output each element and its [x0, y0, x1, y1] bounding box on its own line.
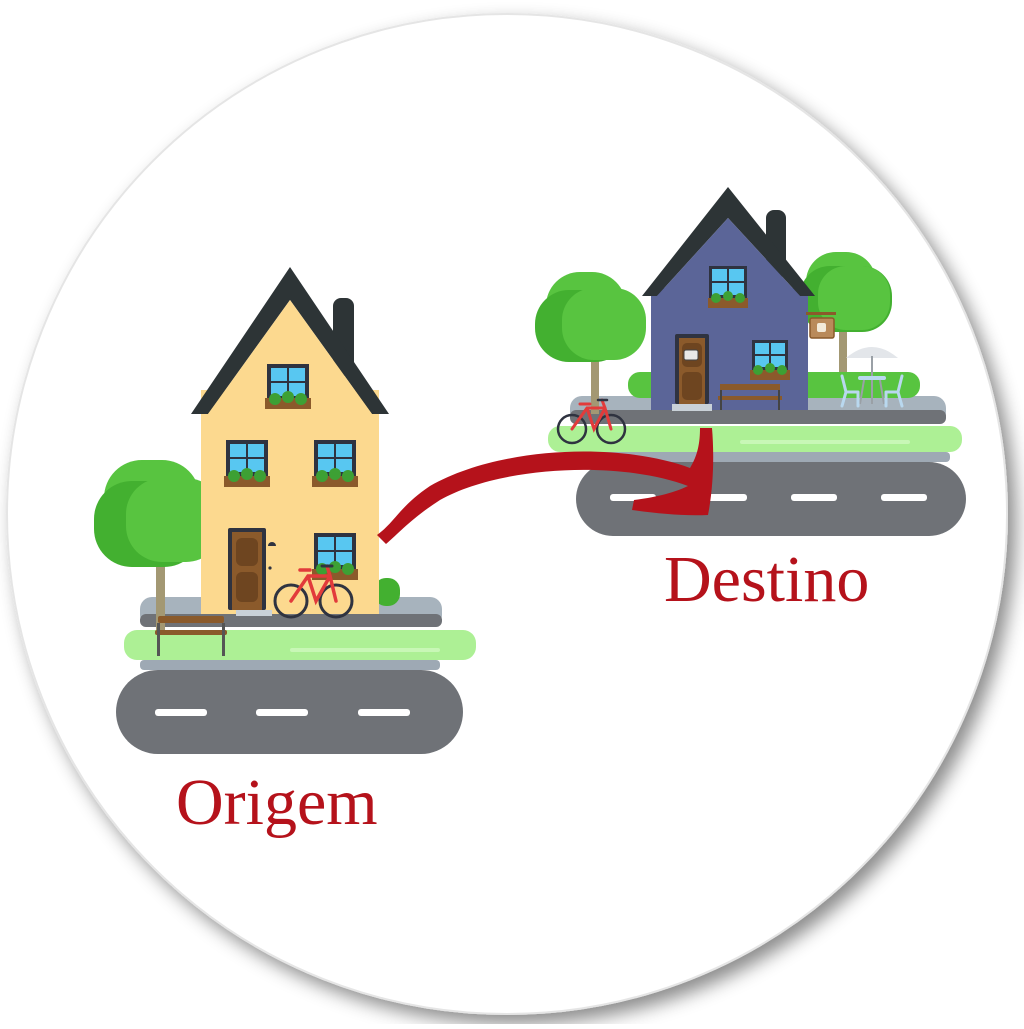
bench-icon: [155, 616, 227, 656]
tree-icon: [535, 272, 646, 414]
grass: [124, 630, 476, 660]
cafe-sign-icon: [806, 312, 836, 339]
bush: [374, 578, 400, 606]
tree-icon: [94, 460, 222, 630]
route-arrow: [377, 428, 714, 544]
grass: [548, 426, 962, 452]
origin-label: Origem: [176, 766, 378, 839]
bicycle-icon: [273, 564, 354, 619]
chair-icon: [840, 374, 904, 408]
origin-scene: [94, 267, 476, 754]
destination-scene: [535, 187, 966, 536]
house-icon: [191, 267, 389, 616]
bench-icon: [718, 384, 782, 410]
umbrella-table-icon: [846, 347, 898, 405]
destination-label: Destino: [664, 543, 870, 616]
tree-icon: [800, 252, 892, 372]
road-icon: [116, 670, 463, 754]
house-icon: [642, 187, 815, 411]
bicycle-icon: [556, 398, 627, 445]
sidewalk: [570, 452, 950, 462]
sidewalk: [140, 660, 440, 670]
